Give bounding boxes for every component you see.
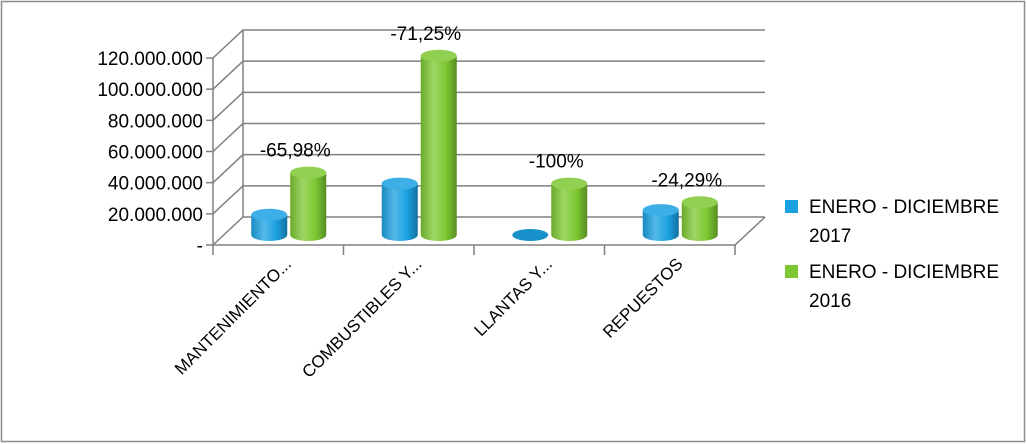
bar-2017 <box>642 204 679 241</box>
y-tick-label: 60.000.000 <box>108 143 203 164</box>
y-tick-label: - <box>197 236 203 257</box>
legend: ENERO - DICIEMBRE 2017 ENERO - DICIEMBRE 20… <box>785 197 999 312</box>
bar-2016 <box>681 196 718 241</box>
bar-top <box>290 166 327 179</box>
data-label: -100% <box>529 152 584 173</box>
y-tick-label: 20.000.000 <box>108 205 203 226</box>
gridline <box>212 216 765 246</box>
legend-item: ENERO - DICIEMBRE 2016 <box>785 262 999 312</box>
bar-2016 <box>290 166 327 241</box>
gridline <box>212 153 765 184</box>
bar-2017 <box>381 177 418 241</box>
bar-flat-disc <box>512 229 549 241</box>
y-tick-label: 40.000.000 <box>108 174 203 195</box>
bar-body <box>251 214 288 241</box>
bars <box>251 49 718 241</box>
bar-2016 <box>420 49 457 241</box>
bar-body <box>420 55 457 241</box>
gridline <box>212 29 765 59</box>
bar-top <box>251 208 288 221</box>
y-axis-tick-labels: - 20.000.000 40.000.000 60.000.000 80.000.00… <box>97 49 203 257</box>
bar-body <box>642 210 679 241</box>
bar-top <box>551 177 588 190</box>
data-label: -24,29% <box>651 170 722 191</box>
bar-body <box>290 172 327 241</box>
gridline <box>212 122 765 153</box>
gridline <box>212 60 765 90</box>
legend-swatch <box>785 200 798 213</box>
bar-top <box>420 49 457 62</box>
legend-item: ENERO - DICIEMBRE 2017 <box>785 197 999 247</box>
data-label: -71,25% <box>390 24 461 45</box>
legend-label-line1: ENERO - DICIEMBRE <box>809 262 999 283</box>
bar-2017 <box>512 229 549 241</box>
bar-body <box>551 183 588 241</box>
gridline <box>212 185 765 215</box>
gridline <box>212 91 765 121</box>
bar-body <box>681 202 718 241</box>
bar-top <box>642 204 679 217</box>
data-labels: -65,98% -71,25% -100% -24,29% <box>260 24 722 191</box>
legend-swatch <box>785 265 798 278</box>
legend-label-line2: 2016 <box>809 291 851 312</box>
y-tick-label: 80.000.000 <box>108 111 203 132</box>
y-tick-label: 120.000.000 <box>97 49 203 70</box>
legend-label-line2: 2017 <box>809 226 851 247</box>
bar-top <box>681 196 718 209</box>
bar-top <box>381 177 418 190</box>
x-axis <box>212 216 766 255</box>
bar-2017 <box>251 208 288 241</box>
gridlines <box>206 29 765 246</box>
data-label: -65,98% <box>260 141 331 162</box>
bar-2016 <box>551 177 588 241</box>
legend-label-line1: ENERO - DICIEMBRE <box>809 197 999 218</box>
bar-body <box>381 183 418 241</box>
y-tick-label: 100.000.000 <box>97 80 203 101</box>
